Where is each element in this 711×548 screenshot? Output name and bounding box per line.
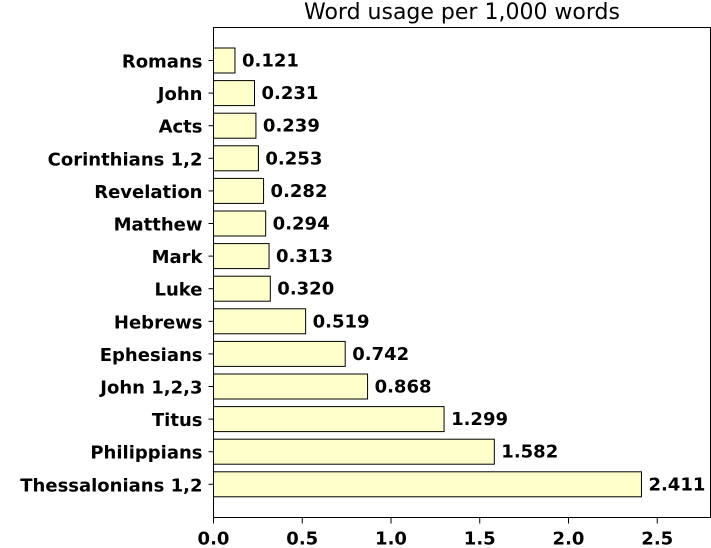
bar xyxy=(213,145,259,172)
value-label: 1.582 xyxy=(501,442,558,463)
category-label: John xyxy=(156,84,203,105)
value-label: 0.253 xyxy=(265,148,322,169)
bar xyxy=(213,406,445,433)
category-label: Titus xyxy=(152,410,203,431)
value-label: 0.742 xyxy=(352,344,409,365)
bar xyxy=(213,243,270,270)
value-label: 0.282 xyxy=(271,181,328,202)
category-label: Romans xyxy=(122,52,203,73)
category-label: Mark xyxy=(152,247,204,268)
bar xyxy=(213,210,267,237)
bars-group xyxy=(213,47,642,498)
bar xyxy=(213,177,265,204)
category-label: Corinthians 1,2 xyxy=(48,149,203,170)
value-label: 0.519 xyxy=(313,311,370,332)
value-label: 0.320 xyxy=(277,279,334,300)
value-label: 0.294 xyxy=(273,214,330,235)
value-labels: 0.121 0.231 0.239 0.253 0.282 0.294 0.313 0.320… xyxy=(242,51,705,496)
x-tick-label: 2.0 xyxy=(553,529,585,548)
bar xyxy=(213,340,346,367)
value-label: 2.411 xyxy=(648,474,705,495)
value-label: 0.121 xyxy=(242,51,299,72)
category-label: Philippians xyxy=(90,443,202,464)
bar xyxy=(213,112,257,139)
x-tick-label: 0.5 xyxy=(286,529,318,548)
bar xyxy=(213,471,642,498)
x-tick-label: 1.0 xyxy=(375,529,407,548)
value-label: 1.299 xyxy=(451,409,508,430)
x-axis: 0.0 0.5 1.0 1.5 2.0 2.5 xyxy=(198,517,673,548)
bar xyxy=(213,275,271,302)
value-label: 0.868 xyxy=(375,377,432,398)
value-label: 0.231 xyxy=(262,83,319,104)
bar xyxy=(213,47,236,74)
bar xyxy=(213,80,256,107)
bar xyxy=(213,373,369,400)
x-tick-label: 2.5 xyxy=(641,529,673,548)
value-label: 0.239 xyxy=(263,116,320,137)
x-tick-label: 0.0 xyxy=(198,529,230,548)
category-label: Revelation xyxy=(94,182,202,203)
category-labels: Romans John Acts Corinthians 1,2 Revelation M… xyxy=(20,52,214,496)
category-label: Ephesians xyxy=(100,345,203,366)
category-label: John 1,2,3 xyxy=(98,378,202,399)
category-label: Matthew xyxy=(114,215,203,236)
category-label: Thessalonians 1,2 xyxy=(20,475,202,496)
value-label: 0.313 xyxy=(276,246,333,267)
chart-title: Word usage per 1,000 words xyxy=(304,0,620,25)
bar xyxy=(213,308,307,335)
category-label: Hebrews xyxy=(114,312,203,333)
bar xyxy=(213,438,495,465)
category-label: Luke xyxy=(155,280,203,301)
category-label: Acts xyxy=(159,117,203,138)
x-tick-label: 1.5 xyxy=(464,529,496,548)
